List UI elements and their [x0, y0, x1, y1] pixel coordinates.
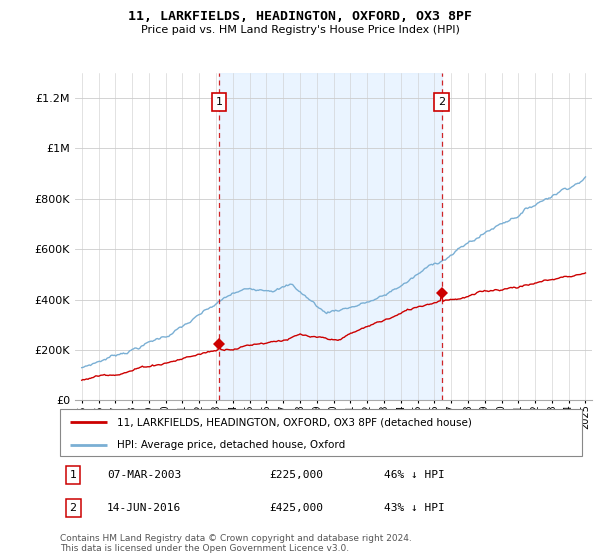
- Text: 14-JUN-2016: 14-JUN-2016: [107, 503, 181, 514]
- Text: 11, LARKFIELDS, HEADINGTON, OXFORD, OX3 8PF (detached house): 11, LARKFIELDS, HEADINGTON, OXFORD, OX3 …: [118, 417, 472, 427]
- Text: £425,000: £425,000: [269, 503, 323, 514]
- Bar: [219, 73, 442, 400]
- Text: 07-MAR-2003: 07-MAR-2003: [107, 470, 181, 480]
- Text: 46% ↓ HPI: 46% ↓ HPI: [383, 470, 445, 480]
- FancyBboxPatch shape: [60, 409, 582, 456]
- Text: Price paid vs. HM Land Registry's House Price Index (HPI): Price paid vs. HM Land Registry's House …: [140, 25, 460, 35]
- Text: £225,000: £225,000: [269, 470, 323, 480]
- Text: HPI: Average price, detached house, Oxford: HPI: Average price, detached house, Oxfo…: [118, 440, 346, 450]
- Text: 43% ↓ HPI: 43% ↓ HPI: [383, 503, 445, 514]
- Text: Contains HM Land Registry data © Crown copyright and database right 2024.
This d: Contains HM Land Registry data © Crown c…: [60, 534, 412, 553]
- Text: 2: 2: [70, 503, 77, 514]
- Text: 1: 1: [215, 97, 223, 107]
- Text: 11, LARKFIELDS, HEADINGTON, OXFORD, OX3 8PF: 11, LARKFIELDS, HEADINGTON, OXFORD, OX3 …: [128, 10, 472, 23]
- Text: 2: 2: [439, 97, 445, 107]
- Text: 1: 1: [70, 470, 77, 480]
